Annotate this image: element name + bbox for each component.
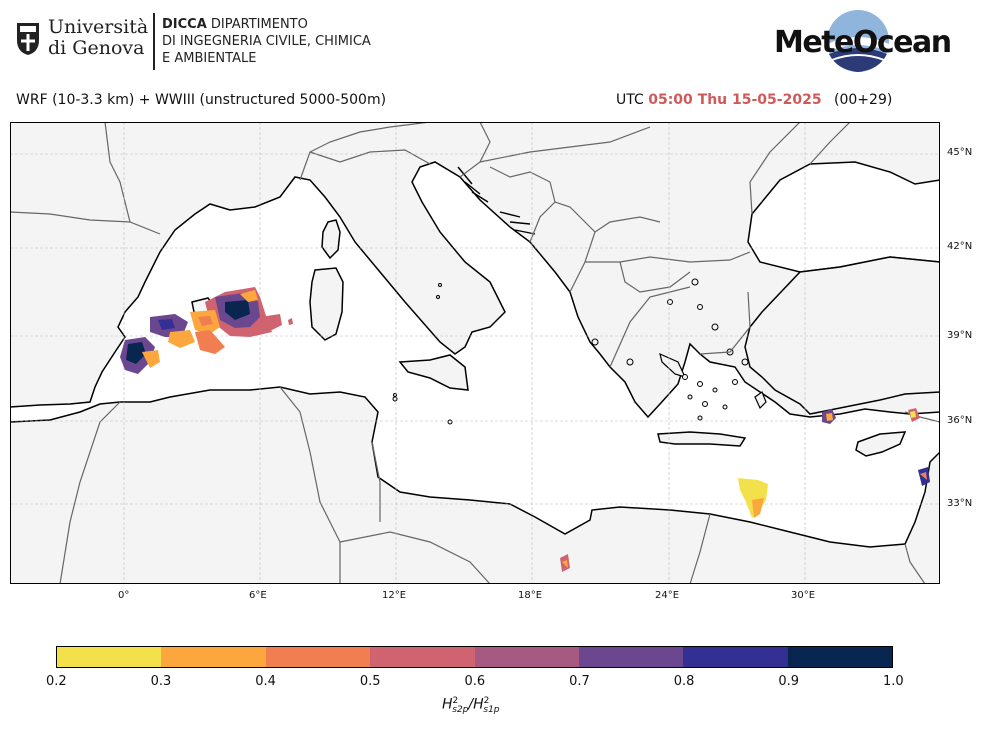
island-euboea: [659, 352, 687, 378]
island-cyprus: [855, 431, 907, 457]
colorbar-segment: [370, 647, 475, 667]
colorbar-segment: [787, 647, 892, 667]
department-line1: DICCA DIPARTIMENTO: [162, 16, 371, 33]
colorbar-label: H2s2p/H2s1p: [442, 696, 500, 715]
colorbar-tick-label: 0.8: [673, 674, 695, 689]
meteocean-globe-icon: [827, 10, 889, 72]
colorbar-segment: [265, 647, 371, 667]
land-anatolia: [744, 256, 940, 415]
department-line1-rest: DIPARTIMENTO: [206, 17, 308, 32]
colorbar: [56, 646, 893, 668]
utc-label: UTC: [616, 92, 644, 108]
colorbar-label-sup1: 2: [452, 696, 459, 706]
colorbar-tick-label: 0.6: [464, 674, 486, 689]
university-line2: di Genova: [48, 37, 145, 59]
lat-tick-39n: 39°N: [947, 330, 973, 341]
colorbar-tick-label: 0.7: [569, 674, 590, 689]
university-name: Università di Genova: [48, 17, 148, 59]
colorbar-segment: [578, 647, 684, 667]
island-sardinia: [309, 267, 344, 341]
colorbar-tick-label: 0.3: [150, 674, 172, 689]
graticule: [10, 122, 940, 584]
forecast-time: UTC 05:00 Thu 15-05-2025 (00+29): [616, 92, 892, 108]
colorbar-segment: [474, 647, 579, 667]
lon-tick-6e: 6°E: [249, 590, 267, 601]
forecast-datetime: 05:00 Thu 15-05-2025: [648, 92, 822, 108]
colorbar-label-sup2: 2: [483, 696, 490, 706]
colorbar-tick-label: 0.4: [255, 674, 276, 689]
brand-name: MeteOcean: [774, 25, 952, 60]
colorbar-label-h: H: [442, 696, 453, 713]
department-acronym: DICCA: [162, 17, 207, 32]
lat-tick-42n: 42°N: [947, 241, 973, 252]
colorbar-ticks: 0.2 0.3 0.4 0.5 0.6 0.7 0.8 0.9 1.0: [46, 674, 904, 692]
colorbar-tick-label: 1.0: [883, 674, 904, 689]
colorbar-label-slash: /H: [468, 696, 484, 713]
meteocean-logo: MeteOcean: [774, 8, 952, 76]
colorbar-tick-label: 0.5: [359, 674, 381, 689]
model-description: WRF (10-3.3 km) + WWIII (unstructured 50…: [16, 92, 387, 108]
lon-tick-12e: 12°E: [382, 590, 407, 601]
department-line3: E AMBIENTALE: [162, 51, 257, 66]
lon-tick-24e: 24°E: [655, 590, 680, 601]
colorbar-label-sub1: s2p: [452, 705, 469, 716]
department-name: DICCA DIPARTIMENTO DI INGEGNERIA CIVILE,…: [162, 16, 371, 67]
aegean-islands: [392, 278, 749, 425]
university-line1: Università: [48, 16, 149, 38]
island-crete: [657, 431, 747, 447]
lon-tick-30e: 30°E: [791, 590, 816, 601]
map-frame: [10, 122, 940, 584]
colorbar-tick-label: 0.2: [46, 674, 67, 689]
island-sicily: [398, 354, 469, 391]
island-corsica: [321, 219, 341, 260]
island-rhodes: [754, 391, 767, 410]
country-borders: [10, 122, 940, 584]
forecast-step: (00+29): [834, 92, 893, 108]
colorbar-tick-label: 0.9: [778, 674, 800, 689]
colorbar-segment: [161, 647, 266, 667]
lat-tick-36n: 36°N: [947, 415, 973, 426]
dalmatian-islands: [457, 166, 536, 235]
colorbar-segment: [57, 647, 162, 667]
lat-tick-45n: 45°N: [947, 147, 973, 158]
map-panel: [10, 122, 940, 584]
lat-tick-33n: 33°N: [947, 498, 973, 509]
header-divider: [153, 13, 155, 70]
lon-tick-0: 0°: [118, 590, 130, 601]
unige-shield-icon: [17, 23, 39, 55]
unige-logo: [16, 22, 40, 56]
colorbar-label-sub2: s1p: [483, 705, 500, 716]
lon-tick-18e: 18°E: [518, 590, 543, 601]
department-line2: DI INGEGNERIA CIVILE, CHIMICA: [162, 34, 371, 49]
swell-ratio-field: [120, 287, 930, 572]
colorbar-segment: [683, 647, 788, 667]
land-europe: [10, 122, 940, 419]
